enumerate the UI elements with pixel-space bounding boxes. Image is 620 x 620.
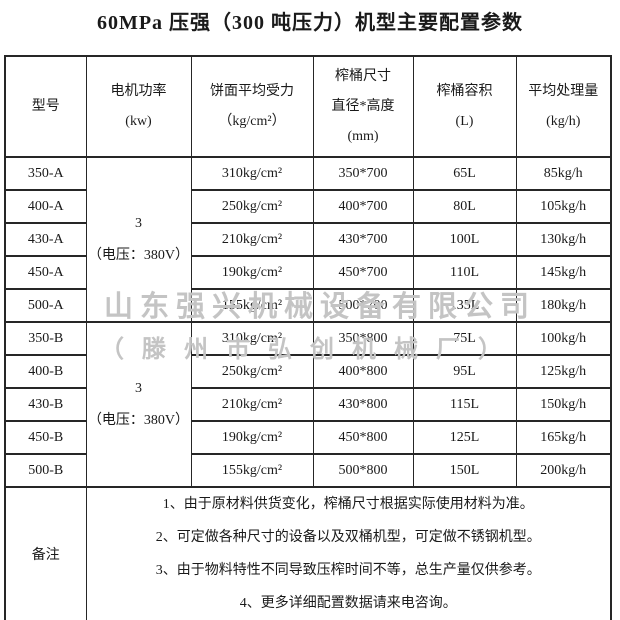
throughput-cell: 200kg/h	[515, 453, 612, 488]
pressure-cell: 250kg/cm²	[190, 189, 314, 224]
table-row: 400-A 250kg/cm² 400*700 80L 105kg/h	[4, 189, 612, 224]
model-cell: 430-A	[4, 222, 87, 257]
pressure-cell: 155kg/cm²	[190, 288, 314, 323]
remark-item: 4、更多详细配置数据请来电咨询。	[239, 596, 457, 611]
spec-table: 型号 电机功率 (kw) 饼面平均受力 （kg/cm²） 榨桶尺寸 直径*高度 …	[4, 55, 612, 620]
pressure-cell: 155kg/cm²	[190, 453, 314, 488]
table-row: 500-A 155kg/cm² 500*700 135L 180kg/h	[4, 288, 612, 323]
size-cell: 430*800	[312, 387, 414, 422]
model-cell: 400-B	[4, 354, 87, 389]
table-row: 430-A 210kg/cm² 430*700 100L 130kg/h	[4, 222, 612, 257]
remark-item: 1、由于原材料供货变化，榨桶尺寸根据实际使用材料为准。	[162, 497, 534, 512]
throughput-cell: 165kg/h	[515, 420, 612, 455]
size-cell: 500*700	[312, 288, 414, 323]
table-body: 350-A 3 （电压：380V） 310kg/cm² 350*700 65L …	[4, 156, 612, 620]
model-cell: 400-A	[4, 189, 87, 224]
model-cell: 430-B	[4, 387, 87, 422]
size-cell: 350*800	[312, 321, 414, 356]
motor-power-value: 3	[135, 380, 142, 396]
capacity-cell: 125L	[412, 420, 517, 455]
capacity-cell: 110L	[412, 255, 517, 290]
size-cell: 400*800	[312, 354, 414, 389]
motor-power-value: 3	[135, 215, 142, 231]
col-header-barrel-volume: 榨桶容积 (L)	[412, 55, 517, 158]
capacity-cell: 150L	[412, 453, 517, 488]
pressure-cell: 210kg/cm²	[190, 387, 314, 422]
motor-voltage: （电压：380V）	[87, 412, 190, 428]
capacity-cell: 95L	[412, 354, 517, 389]
pressure-cell: 310kg/cm²	[190, 321, 314, 356]
remark-item: 2、可定做各种尺寸的设备以及双桶机型，可定做不锈钢机型。	[155, 530, 541, 545]
motor-power-cell-group-a: 3 （电压：380V）	[85, 156, 192, 323]
table-row: 450-A 190kg/cm² 450*700 110L 145kg/h	[4, 255, 612, 290]
model-cell: 500-B	[4, 453, 87, 488]
remarks-row: 备注 1、由于原材料供货变化，榨桶尺寸根据实际使用材料为准。 2、可定做各种尺寸…	[4, 486, 612, 620]
remarks-label: 备注	[4, 486, 87, 620]
table-row: 350-A 3 （电压：380V） 310kg/cm² 350*700 65L …	[4, 156, 612, 323]
throughput-cell: 150kg/h	[515, 387, 612, 422]
remarks-cell: 1、由于原材料供货变化，榨桶尺寸根据实际使用材料为准。 2、可定做各种尺寸的设备…	[85, 486, 612, 620]
capacity-cell: 65L	[412, 156, 517, 191]
capacity-cell: 80L	[412, 189, 517, 224]
model-cell: 350-B	[4, 321, 87, 356]
capacity-cell: 115L	[412, 387, 517, 422]
model-cell: 450-A	[4, 255, 87, 290]
size-cell: 500*800	[312, 453, 414, 488]
motor-voltage: （电压：380V）	[87, 247, 190, 263]
pressure-cell: 190kg/cm²	[190, 255, 314, 290]
capacity-cell: 135L	[412, 288, 517, 323]
table-row: 450-B 190kg/cm² 450*800 125L 165kg/h	[4, 420, 612, 455]
table-row: 500-B 155kg/cm² 500*800 150L 200kg/h	[4, 453, 612, 488]
size-cell: 400*700	[312, 189, 414, 224]
size-cell: 430*700	[312, 222, 414, 257]
motor-power-cell-group-b: 3 （电压：380V）	[85, 321, 192, 488]
throughput-cell: 85kg/h	[515, 156, 612, 191]
model-cell: 500-A	[4, 288, 87, 323]
throughput-cell: 130kg/h	[515, 222, 612, 257]
pressure-cell: 250kg/cm²	[190, 354, 314, 389]
col-header-model: 型号	[4, 55, 87, 158]
col-header-throughput: 平均处理量 (kg/h)	[515, 55, 612, 158]
col-header-barrel-size: 榨桶尺寸 直径*高度 (mm)	[312, 55, 414, 158]
pressure-cell: 190kg/cm²	[190, 420, 314, 455]
table-row: 430-B 210kg/cm² 430*800 115L 150kg/h	[4, 387, 612, 422]
size-cell: 450*700	[312, 255, 414, 290]
size-cell: 450*800	[312, 420, 414, 455]
pressure-cell: 210kg/cm²	[190, 222, 314, 257]
table-header: 型号 电机功率 (kw) 饼面平均受力 （kg/cm²） 榨桶尺寸 直径*高度 …	[4, 55, 612, 158]
size-cell: 350*700	[312, 156, 414, 191]
capacity-cell: 100L	[412, 222, 517, 257]
col-header-motor-power: 电机功率 (kw)	[85, 55, 192, 158]
table-row: 400-B 250kg/cm² 400*800 95L 125kg/h	[4, 354, 612, 389]
pressure-cell: 310kg/cm²	[190, 156, 314, 191]
remark-item: 3、由于物料特性不同导致压榨时间不等，总生产量仅供参考。	[155, 563, 541, 578]
model-cell: 450-B	[4, 420, 87, 455]
throughput-cell: 100kg/h	[515, 321, 612, 356]
throughput-cell: 145kg/h	[515, 255, 612, 290]
col-header-cake-pressure: 饼面平均受力 （kg/cm²）	[190, 55, 314, 158]
table-row: 350-B 3 （电压：380V） 310kg/cm² 350*800 75L …	[4, 321, 612, 488]
throughput-cell: 125kg/h	[515, 354, 612, 389]
model-cell: 350-A	[4, 156, 87, 191]
page-title: 60MPa 压强（300 吨压力）机型主要配置参数	[96, 12, 524, 34]
capacity-cell: 75L	[412, 321, 517, 356]
throughput-cell: 180kg/h	[515, 288, 612, 323]
throughput-cell: 105kg/h	[515, 189, 612, 224]
